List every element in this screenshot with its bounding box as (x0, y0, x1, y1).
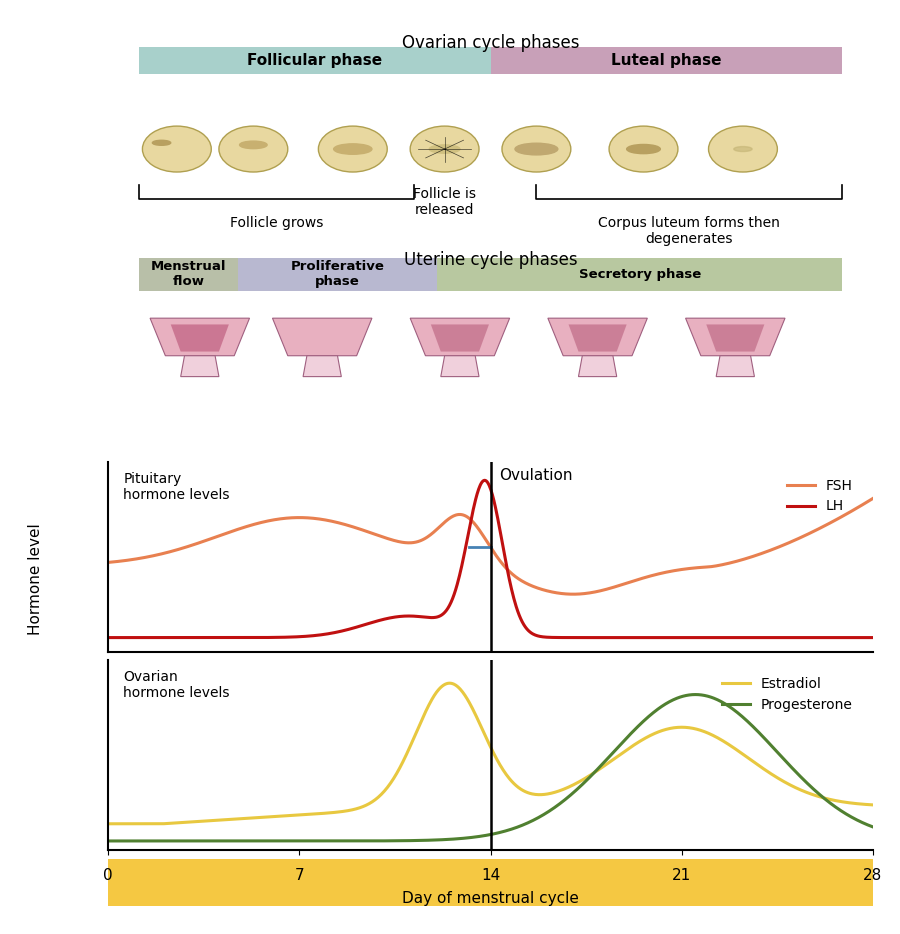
Estradiol (181, 816, 192, 828)
Polygon shape (171, 324, 229, 351)
Polygon shape (273, 318, 372, 356)
Estradiol (700, 727, 711, 738)
Text: Follicle is
released: Follicle is released (413, 187, 476, 217)
Estradiol (629, 740, 640, 751)
Text: 7: 7 (294, 868, 304, 883)
Progesterone (690, 689, 701, 700)
Circle shape (734, 147, 752, 151)
Text: Pituitary
hormone levels: Pituitary hormone levels (123, 472, 230, 502)
Text: Luteal phase: Luteal phase (611, 53, 722, 68)
Polygon shape (548, 318, 647, 356)
LH (439, 606, 450, 617)
Text: Proliferative
phase: Proliferative phase (291, 261, 384, 289)
Polygon shape (303, 356, 341, 376)
Ellipse shape (708, 126, 778, 172)
Ellipse shape (319, 126, 387, 172)
Line: Estradiol: Estradiol (108, 683, 873, 824)
Text: Ovarian cycle phases: Ovarian cycle phases (401, 35, 580, 52)
Polygon shape (150, 318, 249, 356)
Estradiol (714, 733, 724, 744)
Text: Ovarian
hormone levels: Ovarian hormone levels (123, 670, 230, 700)
Circle shape (239, 141, 267, 149)
Progesterone (700, 690, 711, 701)
FSH (629, 575, 640, 587)
Text: Uterine cycle phases: Uterine cycle phases (404, 251, 577, 269)
Progesterone (714, 695, 724, 706)
Progesterone (628, 726, 639, 737)
Estradiol (439, 679, 450, 690)
Circle shape (152, 140, 171, 146)
Polygon shape (569, 324, 626, 351)
Text: Hormone level: Hormone level (29, 523, 43, 635)
Progesterone (412, 835, 423, 846)
Estradiol (412, 725, 423, 736)
Ellipse shape (609, 126, 678, 172)
Circle shape (429, 145, 460, 153)
Line: LH: LH (108, 480, 873, 638)
Text: 28: 28 (863, 868, 883, 883)
Polygon shape (431, 324, 489, 351)
Text: Follicular phase: Follicular phase (247, 53, 382, 68)
FancyBboxPatch shape (108, 858, 873, 906)
FSH (412, 536, 423, 547)
LH (480, 474, 491, 486)
Line: FSH: FSH (108, 499, 873, 594)
Legend: Estradiol, Progesterone: Estradiol, Progesterone (716, 672, 859, 717)
LH (412, 611, 423, 622)
Text: 21: 21 (672, 868, 691, 883)
LH (868, 632, 878, 644)
FSH (700, 561, 711, 573)
LH (714, 632, 724, 644)
Circle shape (334, 144, 372, 154)
Circle shape (515, 143, 558, 155)
FancyBboxPatch shape (139, 47, 490, 74)
Polygon shape (716, 356, 754, 376)
Text: Corpus luteum forms then
degenerates: Corpus luteum forms then degenerates (598, 216, 780, 246)
Estradiol (444, 677, 454, 688)
FancyBboxPatch shape (437, 258, 842, 291)
LH (778, 632, 788, 644)
FSH (181, 542, 192, 553)
Estradiol (103, 818, 113, 829)
Ellipse shape (410, 126, 479, 172)
LH (103, 632, 113, 644)
FSH (568, 588, 579, 600)
FancyBboxPatch shape (139, 258, 238, 291)
FSH (439, 517, 450, 528)
FSH (714, 559, 724, 571)
Line: Progesterone: Progesterone (108, 695, 873, 841)
Polygon shape (410, 318, 509, 356)
Text: Menstrual
flow: Menstrual flow (150, 261, 226, 289)
Text: Follicle grows: Follicle grows (230, 216, 323, 230)
Polygon shape (579, 356, 617, 376)
Text: 0: 0 (104, 868, 112, 883)
LH (700, 632, 711, 644)
LH (629, 632, 640, 644)
Text: Secretory phase: Secretory phase (579, 268, 701, 281)
Polygon shape (706, 324, 764, 351)
Polygon shape (686, 318, 785, 356)
Text: Day of menstrual cycle: Day of menstrual cycle (402, 891, 579, 906)
Estradiol (868, 800, 878, 811)
Legend: FSH, LH: FSH, LH (781, 473, 859, 519)
Polygon shape (181, 356, 219, 376)
Polygon shape (441, 356, 479, 376)
Circle shape (626, 145, 661, 154)
Text: 14: 14 (481, 868, 500, 883)
Progesterone (103, 835, 113, 846)
Progesterone (181, 835, 192, 846)
Text: Ovulation: Ovulation (499, 468, 572, 483)
Ellipse shape (142, 126, 211, 172)
Progesterone (439, 834, 450, 845)
LH (181, 632, 192, 644)
FancyBboxPatch shape (238, 258, 437, 291)
Ellipse shape (219, 126, 288, 172)
FSH (868, 493, 878, 504)
Ellipse shape (502, 126, 571, 172)
FancyBboxPatch shape (491, 47, 842, 74)
Progesterone (868, 821, 878, 832)
FSH (103, 557, 113, 568)
